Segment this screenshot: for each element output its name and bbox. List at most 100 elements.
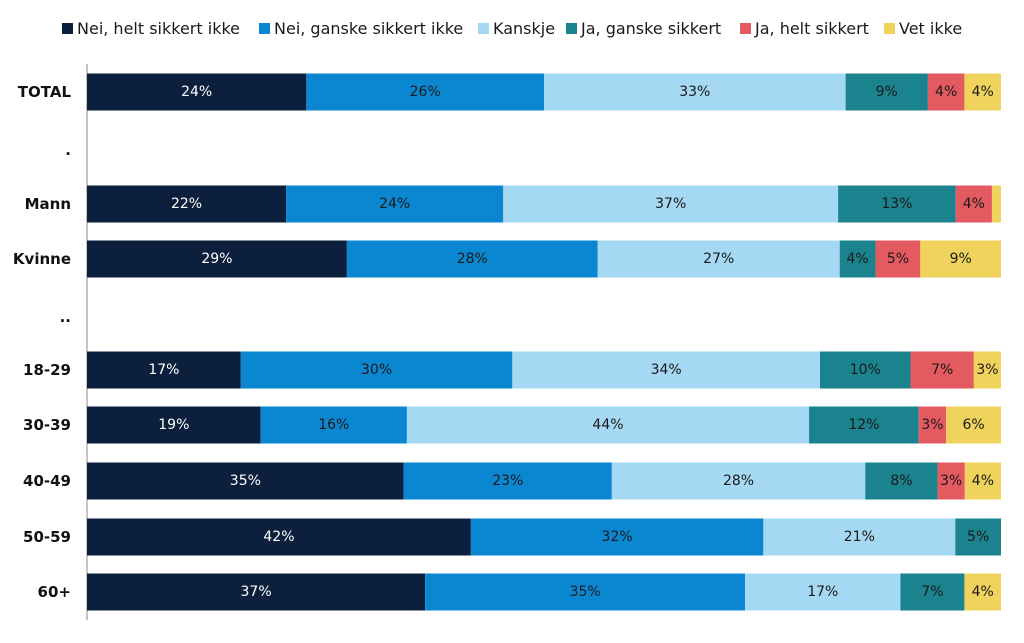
data-label: 4% [972, 584, 994, 600]
bar-segment-40-49-ja-ganske-sikkert [865, 462, 938, 500]
bar-segment-18-29-kanskje [512, 351, 821, 389]
bar-segment-50-59-kanskje [763, 518, 956, 556]
category-label: Kvinne [13, 250, 71, 268]
legend-label: Vet ikke [899, 18, 963, 38]
bar-segment-30-39-vet-ikke [946, 406, 1001, 444]
bar-segment-50-59-nei-helt-sikkert-ikke [87, 518, 471, 556]
data-label: 13% [881, 196, 912, 212]
data-label: 3% [976, 362, 998, 378]
legend-swatch [884, 22, 895, 34]
legend-item-nei-helt-sikkert-ikke: Nei, helt sikkert ikke [62, 17, 240, 39]
data-label: 9% [876, 84, 898, 100]
data-label: 35% [570, 584, 601, 600]
bar-segment-mann-kanskje [503, 185, 839, 223]
legend-label: Nei, ganske sikkert ikke [274, 18, 464, 38]
bar-segment-30-39-nei-ganske-sikkert-ikke [260, 406, 407, 444]
data-label: 6% [962, 417, 984, 433]
bar-segment-40-49-ja-helt-sikkert [937, 462, 965, 500]
bar-segment-mann-nei-ganske-sikkert-ikke [286, 185, 504, 223]
data-label: 9% [950, 251, 972, 267]
bar-segment-kvinne-ja-ganske-sikkert [839, 240, 876, 278]
category-label: . [65, 141, 71, 159]
data-label: 22% [171, 196, 202, 212]
bar-segment-40-49-vet-ikke [964, 462, 1001, 500]
legend-swatch [259, 22, 270, 34]
bar-segment-18-29-ja-helt-sikkert [910, 351, 974, 389]
bar-segment-mann-vet-ikke [991, 185, 1001, 223]
bar-segment-mann-ja-ganske-sikkert [838, 185, 956, 223]
data-label: 4% [972, 473, 994, 489]
data-label: 12% [848, 417, 879, 433]
bar-segment-50-59-nei-ganske-sikkert-ikke [470, 518, 764, 556]
data-label: 24% [379, 196, 410, 212]
bar-segment-kvinne-vet-ikke [920, 240, 1001, 278]
data-label: 17% [148, 362, 179, 378]
bar-segment-50-59-ja-ganske-sikkert [955, 518, 1001, 556]
data-label: 30% [361, 362, 392, 378]
bar-segment-18-29-nei-helt-sikkert-ikke [87, 351, 241, 389]
bar-segment-18-29-nei-ganske-sikkert-ikke [240, 351, 513, 389]
legend-label: Nei, helt sikkert ikke [77, 18, 240, 38]
data-label: 5% [887, 251, 909, 267]
bar-segment-40-49-nei-ganske-sikkert-ikke [403, 462, 612, 500]
bar-segment-mann-ja-helt-sikkert [955, 185, 992, 223]
bar-segment-30-39-kanskje [406, 406, 810, 444]
data-label: 23% [492, 473, 523, 489]
legend: Nei, helt sikkert ikke Nei, ganske sikker… [0, 17, 1024, 39]
legend-item-vet-ikke: Vet ikke [884, 17, 962, 39]
data-label: 35% [230, 473, 261, 489]
legend-swatch [62, 22, 73, 34]
data-label: 17% [807, 584, 838, 600]
category-label: TOTAL [18, 83, 72, 101]
bar-segment-18-29-vet-ikke [973, 351, 1001, 389]
legend-item-ja-ganske-sikkert: Ja, ganske sikkert [566, 17, 721, 39]
bar-segment-30-39-ja-ganske-sikkert [809, 406, 919, 444]
data-label: 37% [655, 196, 686, 212]
bar-segment-kvinne-ja-helt-sikkert [875, 240, 921, 278]
data-label: 16% [318, 417, 349, 433]
data-label: 29% [201, 251, 232, 267]
bar-segment-total-nei-ganske-sikkert-ikke [306, 73, 544, 111]
data-label: 28% [457, 251, 488, 267]
bar-segment-mann-nei-helt-sikkert-ikke [87, 185, 287, 223]
bar-segment-60-kanskje [745, 573, 901, 611]
bar-segment-total-vet-ikke [964, 73, 1001, 111]
data-label: 3% [940, 473, 962, 489]
bar-segment-60-ja-ganske-sikkert [900, 573, 965, 611]
data-label: 37% [241, 584, 272, 600]
legend-item-kanskje: Kanskje [478, 17, 555, 39]
bar-segment-60-nei-helt-sikkert-ikke [87, 573, 426, 611]
category-label: 50-59 [23, 528, 71, 546]
data-label: 7% [931, 362, 953, 378]
bar-segment-40-49-kanskje [611, 462, 866, 500]
data-label: 21% [844, 529, 875, 545]
bar-segment-18-29-ja-ganske-sikkert [820, 351, 911, 389]
bar-segment-kvinne-nei-ganske-sikkert-ikke [346, 240, 598, 278]
data-label: 8% [890, 473, 912, 489]
bar-segment-total-kanskje [544, 73, 846, 111]
data-label: 26% [410, 84, 441, 100]
data-label: 5% [967, 529, 989, 545]
bar-segment-40-49-nei-helt-sikkert-ikke [87, 462, 404, 500]
bar-segment-total-nei-helt-sikkert-ikke [87, 73, 307, 111]
legend-item-nei-ganske-sikkert-ikke: Nei, ganske sikkert ikke [259, 17, 463, 39]
legend-swatch [566, 22, 577, 34]
data-label: 27% [703, 251, 734, 267]
data-label: 4% [935, 84, 957, 100]
category-label: 30-39 [23, 416, 71, 434]
bar-segment-kvinne-nei-helt-sikkert-ikke [87, 240, 347, 278]
bar-segment-60-nei-ganske-sikkert-ikke [425, 573, 746, 611]
category-label: .. [60, 308, 71, 326]
bar-segment-total-ja-helt-sikkert [927, 73, 965, 111]
bar-segment-kvinne-kanskje [597, 240, 840, 278]
data-label: 34% [651, 362, 682, 378]
category-label: Mann [25, 195, 71, 213]
data-label: 44% [592, 417, 623, 433]
data-label: 4% [972, 84, 994, 100]
bar-segment-total-ja-ganske-sikkert [845, 73, 928, 111]
legend-label: Ja, ganske sikkert [581, 18, 722, 38]
data-label: 10% [850, 362, 881, 378]
bar-segment-30-39-nei-helt-sikkert-ikke [87, 406, 261, 444]
bar-segment-30-39-ja-helt-sikkert [918, 406, 947, 444]
bar-segment-60-vet-ikke [964, 573, 1001, 611]
